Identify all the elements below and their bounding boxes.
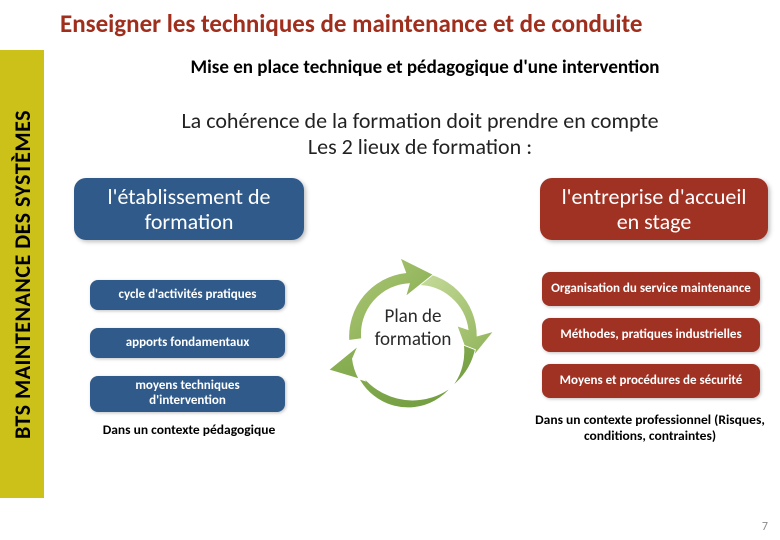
left-item-1: cycle d'activités pratiques xyxy=(90,280,285,310)
right-context: Dans un contexte professionnel (Risques,… xyxy=(530,412,770,444)
right-item-2: Méthodes, pratiques industrielles xyxy=(542,318,760,352)
cohesion-text: La cohérence de la formation doit prendr… xyxy=(80,108,760,161)
cohesion-line1: La cohérence de la formation doit prendr… xyxy=(181,107,658,134)
left-item-2: apports fondamentaux xyxy=(90,328,285,358)
plan-label: Plan de formation xyxy=(352,306,474,352)
page-title: Enseigner les techniques de maintenance … xyxy=(60,8,772,39)
right-header: l'entreprise d'accueil en stage xyxy=(540,178,768,240)
page-number: 7 xyxy=(762,520,768,534)
cohesion-line2: Les 2 lieux de formation : xyxy=(308,133,532,160)
left-header: l'établissement de formation xyxy=(74,178,304,240)
sidebar: BTS MAINTENANCE DES SYSTÈMES xyxy=(0,50,44,498)
sidebar-label: BTS MAINTENANCE DES SYSTÈMES xyxy=(9,109,36,438)
left-item-3: moyens techniques d'intervention xyxy=(90,376,285,412)
subtitle: Mise en place technique et pédagogique d… xyxy=(90,56,760,79)
left-context: Dans un contexte pédagogique xyxy=(102,422,276,438)
right-item-1: Organisation du service maintenance xyxy=(542,272,760,306)
right-item-3: Moyens et procédures de sécurité xyxy=(542,364,760,398)
